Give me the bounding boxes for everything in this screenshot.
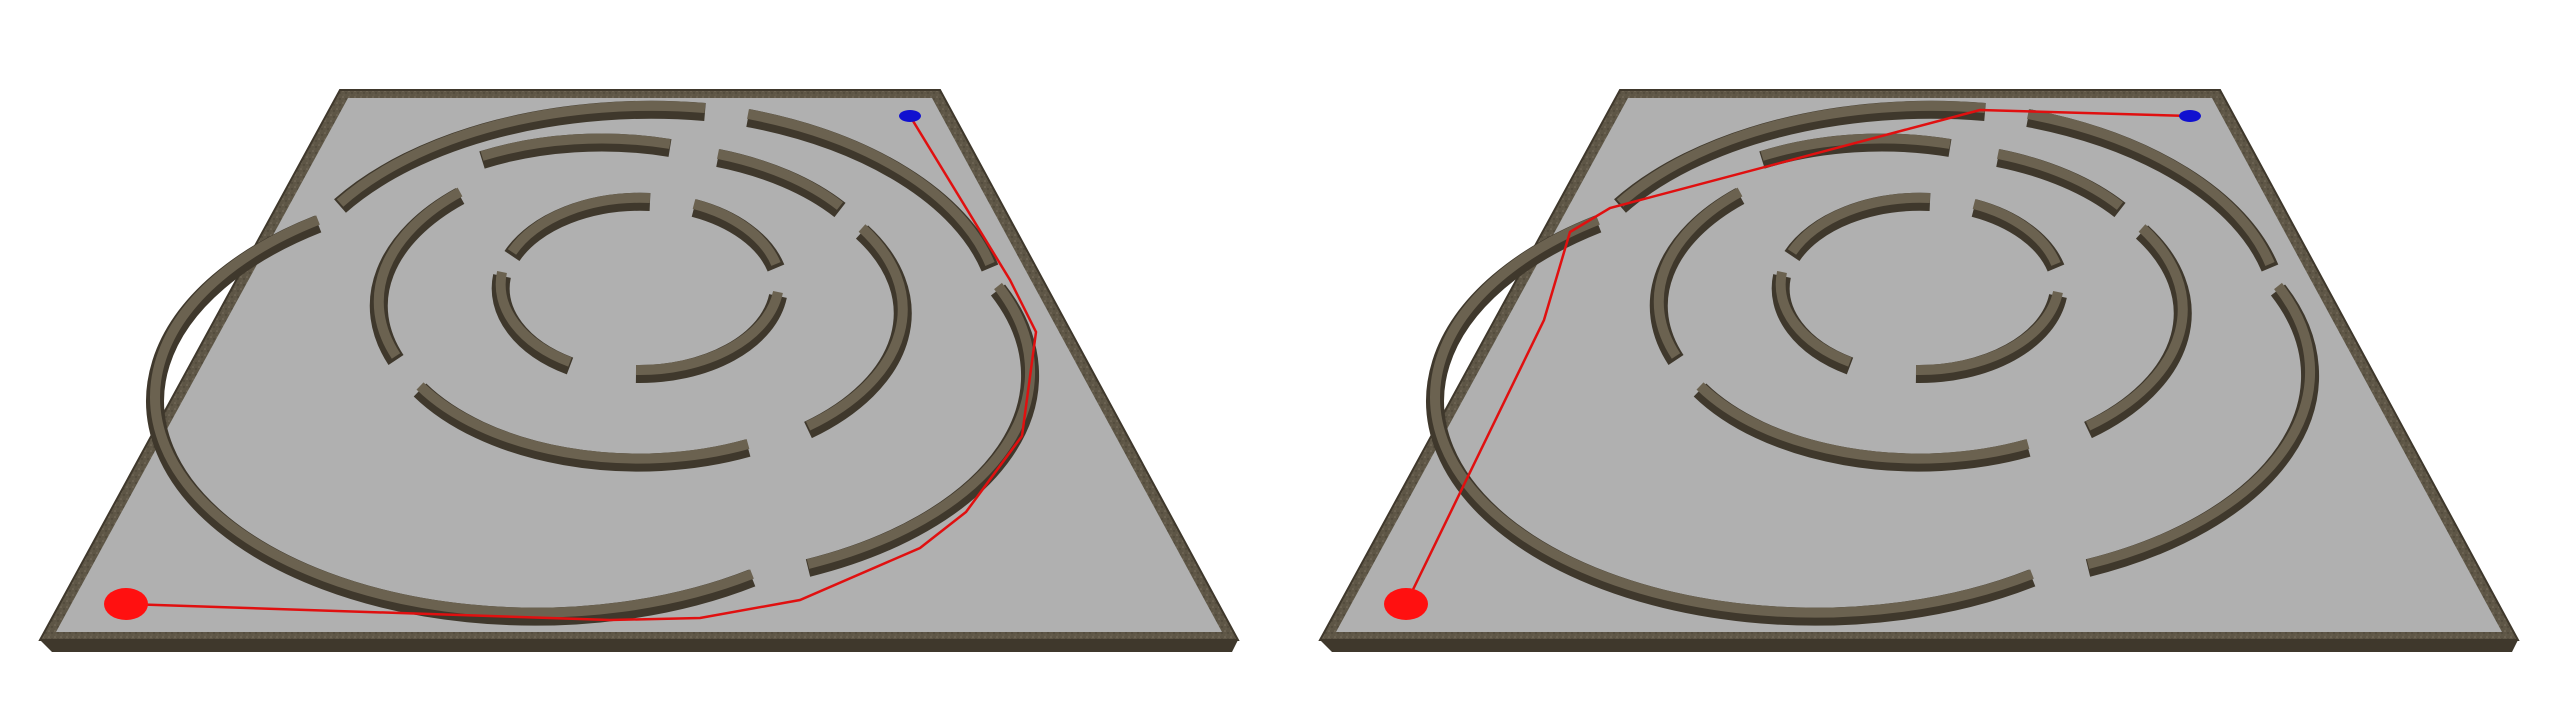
solution-path bbox=[125, 115, 1038, 622]
board-frame-side bbox=[1320, 640, 2518, 652]
maze-panel-left bbox=[38, 89, 1240, 652]
board-frame-side bbox=[40, 640, 1238, 652]
goal-marker bbox=[2179, 110, 2201, 122]
start-marker bbox=[1384, 588, 1428, 620]
maze-scene-left bbox=[38, 89, 1240, 652]
maze-panel-right bbox=[1280, 0, 2560, 720]
maze-walls bbox=[146, 100, 1040, 626]
goal-marker bbox=[899, 110, 921, 122]
solution-path bbox=[1404, 108, 2191, 605]
board-floor bbox=[56, 98, 1222, 632]
maze-scene-right bbox=[1318, 89, 2520, 652]
start-marker bbox=[104, 588, 148, 620]
board-floor bbox=[1336, 98, 2502, 632]
